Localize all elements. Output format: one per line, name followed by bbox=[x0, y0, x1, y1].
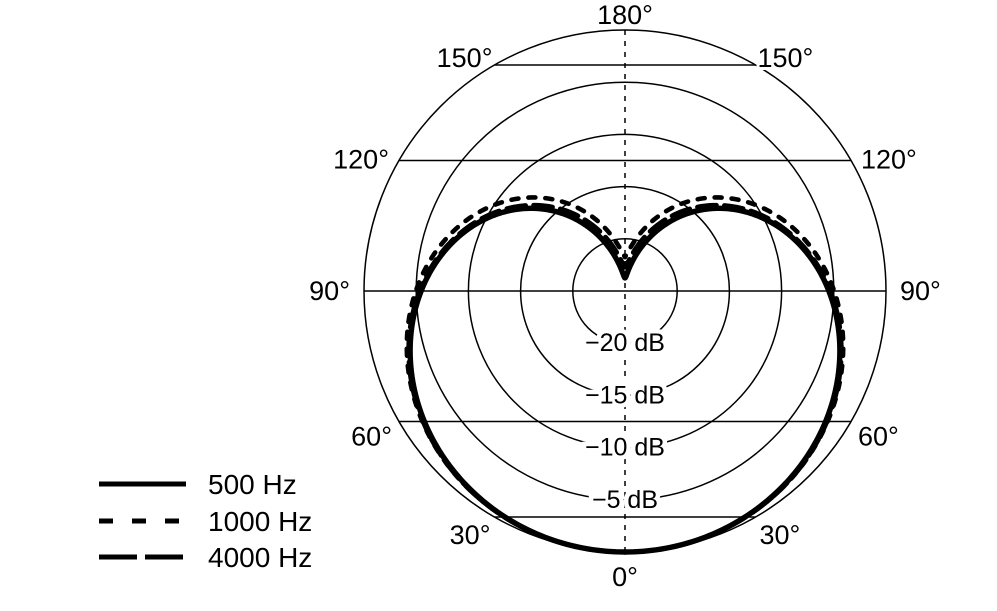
svg-text:0°: 0° bbox=[612, 562, 638, 592]
svg-text:500 Hz: 500 Hz bbox=[208, 469, 297, 500]
svg-text:120°: 120° bbox=[861, 145, 917, 175]
svg-text:−15 dB: −15 dB bbox=[585, 381, 665, 409]
svg-text:60°: 60° bbox=[858, 422, 899, 452]
svg-text:180°: 180° bbox=[597, 0, 653, 30]
svg-text:−5 dB: −5 dB bbox=[592, 486, 658, 514]
svg-text:150°: 150° bbox=[758, 43, 814, 73]
svg-text:4000 Hz: 4000 Hz bbox=[208, 542, 312, 573]
svg-text:30°: 30° bbox=[760, 520, 801, 550]
svg-text:1000 Hz: 1000 Hz bbox=[208, 506, 312, 537]
svg-text:−10 dB: −10 dB bbox=[585, 434, 665, 462]
svg-text:120°: 120° bbox=[333, 145, 389, 175]
svg-text:150°: 150° bbox=[437, 43, 493, 73]
svg-text:30°: 30° bbox=[450, 520, 491, 550]
svg-text:−20 dB: −20 dB bbox=[585, 329, 665, 357]
svg-text:60°: 60° bbox=[351, 422, 392, 452]
svg-text:90°: 90° bbox=[309, 276, 350, 306]
svg-text:90°: 90° bbox=[900, 276, 941, 306]
